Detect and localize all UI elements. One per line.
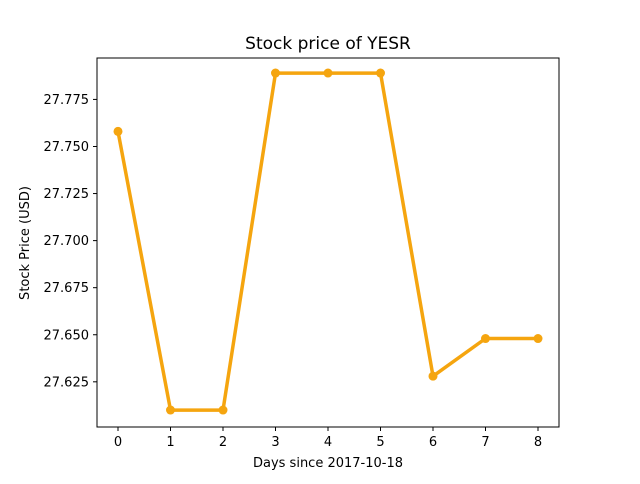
- x-tick-label: 8: [534, 435, 542, 450]
- data-point: [271, 68, 280, 78]
- series-line: [116, 71, 540, 412]
- y-tick-label: 27.625: [44, 375, 90, 390]
- y-tick-label: 27.750: [44, 140, 90, 155]
- x-tick-label: 1: [166, 435, 174, 450]
- y-tick-label: 27.650: [44, 328, 90, 343]
- x-tick-label: 5: [376, 435, 384, 450]
- x-axis-label: Days since 2017-10-18: [253, 456, 403, 471]
- x-tick-label: 2: [219, 435, 227, 450]
- data-point: [166, 405, 175, 415]
- data-point: [323, 68, 333, 78]
- plot-frame: [96, 57, 560, 428]
- y-axis-label: Stock Price (USD): [18, 186, 33, 300]
- y-tick-label: 27.775: [44, 93, 90, 108]
- x-tick-label: 3: [271, 435, 279, 450]
- x-tick-label: 4: [324, 435, 332, 450]
- data-point: [533, 334, 543, 344]
- data-point: [218, 405, 228, 415]
- x-tick-label: 6: [429, 435, 437, 450]
- data-point: [481, 334, 490, 344]
- x-tick-label: 7: [481, 435, 489, 450]
- x-tick-label: 0: [114, 435, 122, 450]
- data-point: [113, 126, 123, 136]
- y-tick-label: 27.675: [44, 281, 90, 296]
- y-tick-label: 27.700: [44, 234, 90, 249]
- y-axis-ticks: 27.625 27.650 27.675 27.700 27.725 27.750 27.7…: [44, 93, 97, 390]
- y-tick-label: 27.725: [44, 187, 90, 202]
- data-point: [376, 68, 385, 78]
- x-axis-ticks: 0 1 2 3 4 5 6 7 8: [114, 427, 542, 450]
- series-layer: [113, 68, 543, 415]
- chart-title: Stock price of YESR: [245, 34, 411, 54]
- data-point: [428, 371, 438, 381]
